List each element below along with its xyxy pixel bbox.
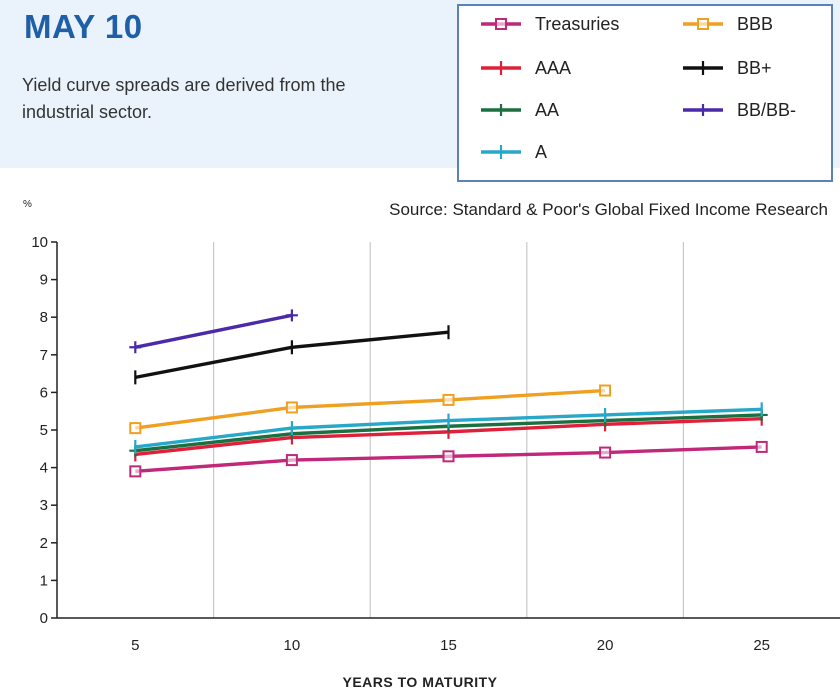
legend-item: Treasuries <box>479 14 619 34</box>
data-point <box>599 446 612 459</box>
page-title: MAY 10 <box>24 8 143 45</box>
legend-item: BB/BB- <box>681 100 796 120</box>
legend-item: AA <box>479 100 559 120</box>
series-bbb <box>129 384 612 435</box>
data-point <box>285 401 298 414</box>
data-point <box>442 450 455 463</box>
legend-item: BB+ <box>681 58 772 78</box>
legend-swatch-marker <box>495 18 507 30</box>
legend-label: AAA <box>535 57 572 78</box>
y-tick-label: 8 <box>40 309 48 326</box>
y-tick-label: 9 <box>40 272 48 289</box>
data-point <box>285 309 298 322</box>
y-tick-label: 4 <box>40 460 48 477</box>
legend-item: A <box>479 142 547 162</box>
legend-swatch <box>481 145 521 159</box>
x-tick-label: 5 <box>131 637 139 654</box>
y-axis-label: % <box>23 199 32 210</box>
x-tick-label: 15 <box>440 637 457 654</box>
y-tick-label: 5 <box>40 422 48 439</box>
y-tick-label: 1 <box>40 572 48 589</box>
source-note: Source: Standard & Poor's Global Fixed I… <box>389 200 828 219</box>
data-point <box>285 454 298 467</box>
legend-label: BB+ <box>737 57 772 78</box>
legend-label: BB/BB- <box>737 99 797 120</box>
page-subtitle: Yield curve spreads are derived from the… <box>22 75 346 122</box>
legend-swatch <box>683 61 723 75</box>
data-point <box>599 384 612 397</box>
legend-swatch <box>481 104 521 116</box>
legend-label: BBB <box>737 13 774 34</box>
y-tick-label: 2 <box>40 535 48 552</box>
x-tick-label: 25 <box>753 637 770 654</box>
legend-label: Treasuries <box>535 13 620 34</box>
series-line <box>134 313 293 349</box>
legend-item: BBB <box>681 14 773 34</box>
legend-swatch <box>683 104 723 116</box>
legend-swatch-marker <box>495 104 507 116</box>
series-bb- <box>134 325 450 385</box>
legend-label: AA <box>535 99 560 120</box>
series-a <box>134 402 763 454</box>
chart-legend: Treasuries AAA AA A BBB BB+ BB/BB- <box>457 4 833 182</box>
y-tick-label: 3 <box>40 497 48 514</box>
legend-swatch <box>481 18 521 30</box>
y-tick-label: 7 <box>40 347 48 364</box>
legend-item: AAA <box>479 58 571 78</box>
data-point <box>129 422 142 435</box>
y-tick-label: 10 <box>31 234 48 251</box>
data-point <box>755 440 768 453</box>
data-point <box>442 393 455 406</box>
series-bb-bb- <box>129 309 298 354</box>
legend-label: A <box>535 141 548 162</box>
y-tick-label: 6 <box>40 384 48 401</box>
legend-swatch <box>481 61 521 75</box>
legend-swatch-marker <box>697 104 709 116</box>
legend-swatch-marker <box>697 18 709 30</box>
series-treasuries <box>129 440 768 478</box>
data-point <box>129 341 142 354</box>
y-tick-label: 0 <box>40 610 48 627</box>
data-point <box>129 465 142 478</box>
legend-swatch <box>683 18 723 30</box>
x-axis-label: YEARS TO MATURITY <box>342 674 498 690</box>
series-line <box>135 388 606 430</box>
x-tick-label: 20 <box>597 637 614 654</box>
x-tick-label: 10 <box>284 637 301 654</box>
